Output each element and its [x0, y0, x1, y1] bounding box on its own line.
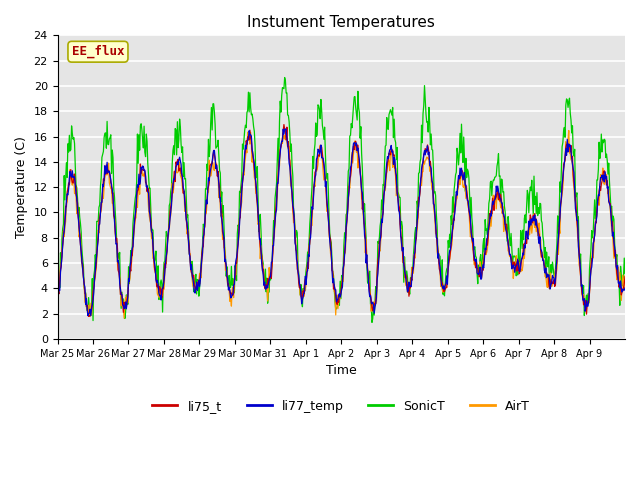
- SonicT: [253, 175, 260, 180]
- li77_temp: [253, 197, 261, 203]
- AirT: [225, 288, 233, 294]
- Text: EE_flux: EE_flux: [72, 45, 124, 59]
- li75_t: [621, 274, 629, 280]
- SonicT: [368, 320, 376, 325]
- SonicT: [621, 271, 629, 276]
- li77_temp: [121, 305, 129, 311]
- SonicT: [274, 135, 282, 141]
- li77_temp: [225, 284, 233, 290]
- AirT: [120, 315, 128, 321]
- li75_t: [54, 292, 61, 298]
- li75_t: [253, 201, 261, 206]
- li77_temp: [433, 236, 441, 241]
- li77_temp: [401, 272, 409, 278]
- Line: li77_temp: li77_temp: [58, 129, 625, 316]
- Line: li75_t: li75_t: [58, 124, 625, 316]
- li75_t: [401, 275, 409, 280]
- SonicT: [433, 223, 441, 228]
- li75_t: [121, 303, 129, 309]
- Legend: li75_t, li77_temp, SonicT, AirT: li75_t, li77_temp, SonicT, AirT: [147, 395, 535, 418]
- li77_temp: [282, 126, 289, 132]
- li77_temp: [621, 285, 629, 291]
- AirT: [401, 272, 408, 277]
- AirT: [621, 273, 629, 279]
- Y-axis label: Temperature (C): Temperature (C): [15, 136, 28, 238]
- AirT: [565, 128, 573, 133]
- li77_temp: [54, 291, 61, 297]
- AirT: [121, 300, 129, 306]
- SonicT: [225, 280, 232, 286]
- AirT: [275, 164, 283, 170]
- li75_t: [433, 240, 441, 245]
- AirT: [54, 302, 61, 308]
- SonicT: [281, 74, 289, 80]
- AirT: [433, 227, 440, 232]
- SonicT: [54, 288, 61, 294]
- SonicT: [401, 270, 409, 276]
- li75_t: [84, 313, 92, 319]
- SonicT: [120, 306, 128, 312]
- X-axis label: Time: Time: [326, 364, 356, 377]
- Line: AirT: AirT: [58, 131, 625, 318]
- li75_t: [225, 286, 233, 292]
- li75_t: [275, 164, 283, 169]
- Title: Instument Temperatures: Instument Temperatures: [247, 15, 435, 30]
- li77_temp: [87, 313, 95, 319]
- AirT: [253, 201, 261, 206]
- li75_t: [280, 121, 288, 127]
- Line: SonicT: SonicT: [58, 77, 625, 323]
- li77_temp: [275, 170, 283, 176]
